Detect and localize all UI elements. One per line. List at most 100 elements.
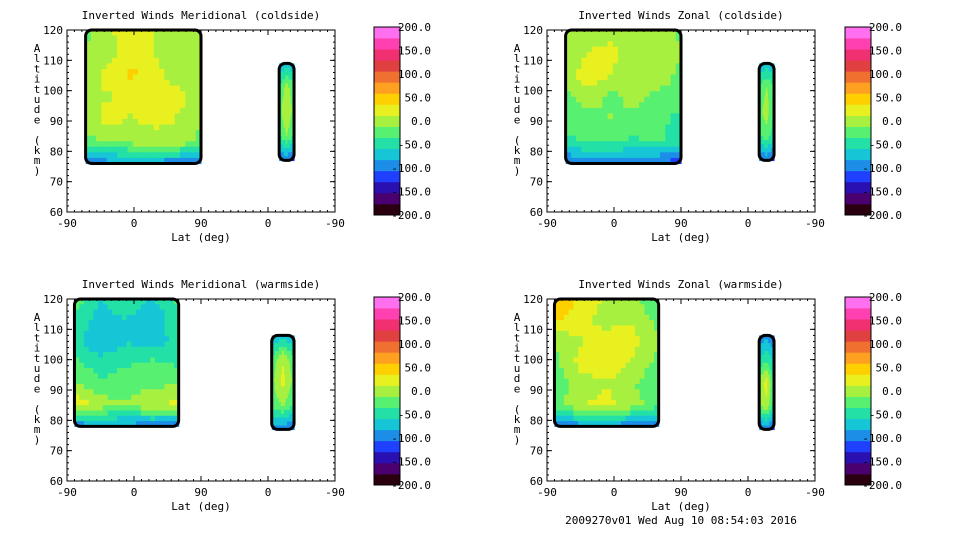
contour-cell (639, 399, 646, 406)
contour-cell (274, 351, 277, 356)
contour-cell (766, 128, 768, 133)
contour-cell (570, 52, 577, 59)
contour-cell (278, 351, 281, 356)
contour-cell (138, 118, 144, 126)
contour-cell (767, 87, 769, 93)
contour-cell (278, 366, 281, 372)
contour-cell (150, 378, 156, 385)
contour-cell (274, 421, 277, 427)
contour-cell (767, 425, 770, 431)
colorbar-swatch (374, 115, 400, 127)
contour-cell (284, 358, 287, 364)
contour-cell (628, 157, 635, 165)
contour-cell (117, 304, 123, 311)
contour-cell (616, 410, 622, 417)
colorbar-tick-label: 0.0 (411, 385, 431, 398)
contour-cell (630, 325, 636, 332)
contour-cell (620, 421, 627, 427)
contour-cell (767, 366, 770, 372)
contour-cell (281, 374, 284, 380)
contour-cell (762, 111, 764, 117)
contour-cell (286, 398, 289, 403)
contour-cell (762, 83, 764, 89)
contour-cell (291, 91, 293, 97)
contour-cell (559, 320, 565, 327)
contour-cell (597, 373, 603, 380)
contour-cell (761, 67, 763, 73)
contour-cell (285, 417, 288, 423)
contour-cell (578, 336, 584, 343)
contour-cell (769, 421, 772, 427)
contour-cell (769, 343, 771, 348)
contour-cell (282, 366, 285, 372)
contour-cell (767, 75, 769, 81)
contour-cell (771, 75, 773, 81)
contour-cell (289, 87, 292, 93)
contour-cell (150, 336, 156, 343)
contour-cell (283, 386, 286, 391)
contour-cell (762, 132, 764, 137)
contour-cell (654, 85, 661, 92)
contour-cell (140, 394, 147, 401)
contour-cell (653, 373, 660, 380)
contour-cell (291, 99, 293, 105)
contour-cell (287, 390, 290, 395)
contour-cell (291, 115, 293, 121)
contour-cell (288, 351, 291, 356)
contour-cell (762, 351, 764, 356)
contour-cell (586, 91, 593, 98)
contour-cell (88, 362, 94, 369)
contour-cell (616, 389, 622, 396)
contour-cell (153, 141, 160, 148)
contour-cell (106, 91, 113, 98)
contour-cell (581, 74, 588, 81)
contour-cell (159, 41, 165, 48)
contour-cell (138, 74, 144, 81)
contour-cell (126, 378, 132, 385)
contour-cell (74, 399, 80, 406)
contour-cell (653, 304, 660, 311)
contour-cell (597, 415, 603, 422)
contour-cell (767, 95, 769, 101)
x-tick-label: 0 (611, 486, 618, 499)
contour-cell (570, 80, 577, 87)
contour-cell (272, 343, 275, 348)
contour-cell (576, 85, 582, 92)
contour-cell (195, 102, 202, 109)
colorbar-swatch (845, 104, 871, 116)
contour-cell (554, 357, 560, 364)
contour-cell (769, 394, 772, 399)
x-axis-label: Lat (deg) (651, 231, 711, 244)
contour-cell (763, 71, 766, 77)
contour-cell (766, 413, 768, 419)
contour-cell (164, 113, 171, 120)
contour-cell (576, 74, 582, 81)
contour-cell (284, 83, 286, 89)
contour-cell (282, 87, 284, 93)
contour-cell (107, 336, 113, 343)
contour-cell (289, 132, 291, 137)
contour-cell (765, 390, 767, 395)
contour-cell (195, 135, 202, 142)
contour-cell (106, 152, 113, 159)
contour-cell (290, 67, 292, 73)
contour-cell (284, 79, 286, 85)
contour-cell (281, 148, 284, 153)
contour-cell (102, 383, 109, 390)
contour-cell (279, 409, 282, 415)
contour-cell (762, 119, 764, 125)
contour-cell (154, 330, 161, 337)
contour-cell (285, 103, 287, 109)
contour-cell (766, 347, 768, 352)
colorbar-tick-label: 50.0 (876, 92, 903, 105)
contour-cell (771, 378, 773, 384)
contour-cell (159, 415, 166, 422)
contour-cell (169, 330, 175, 337)
contour-cell (150, 362, 156, 369)
contour-cell (106, 85, 113, 92)
contour-cell (597, 80, 603, 87)
contour-cell (289, 107, 292, 113)
contour-cell (576, 102, 582, 109)
contour-cell (597, 63, 603, 70)
